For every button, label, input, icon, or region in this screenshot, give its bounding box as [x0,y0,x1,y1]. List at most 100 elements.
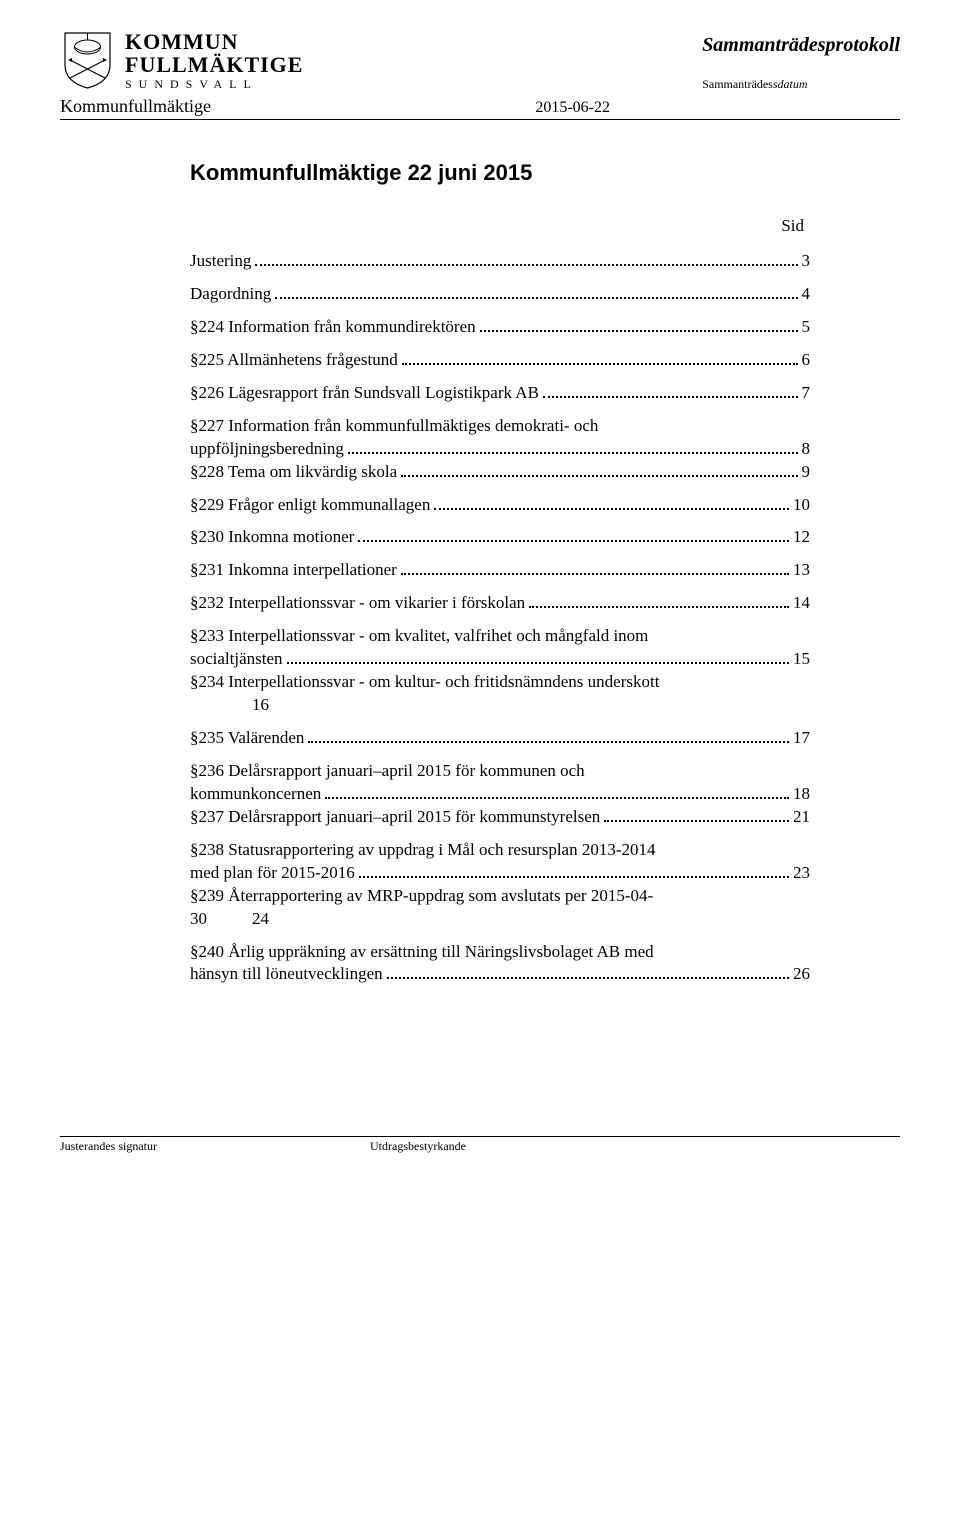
toc-leader [604,807,789,822]
toc-page: 4 [802,283,811,306]
toc-text: §236 Delårsrapport januari–april 2015 fö… [190,760,810,783]
toc-leader [387,964,789,979]
toc-text: §235 Valärenden [190,727,304,750]
toc-page: 12 [793,526,810,549]
toc-text: med plan för 2015-2016 [190,862,355,885]
toc-text: §225 Allmänhetens frågestund [190,349,398,372]
toc-text: kommunkoncernen [190,783,321,806]
header: KOMMUN FULLMÄKTIGE SUNDSVALL Sammanträde… [60,30,900,92]
sub-header: Kommunfullmäktige 2015-06-22 [60,96,900,120]
toc-leader [401,560,789,575]
toc-entry: Dagordning 4 [190,283,810,306]
toc-entry: §238 Statusrapportering av uppdrag i Mål… [190,839,810,885]
logo-line2: FULLMÄKTIGE [125,53,303,76]
toc-text: §224 Information från kommundirektören [190,316,476,339]
toc-entry: §228 Tema om likvärdig skola 9 [190,461,810,484]
toc-text: §230 Inkomna motioner [190,526,354,549]
protocol-title: Sammanträdesprotokoll [702,34,900,57]
document-title: Kommunfullmäktige 22 juni 2015 [190,160,810,186]
toc-text: §228 Tema om likvärdig skola [190,461,397,484]
toc-entry: §227 Information från kommunfullmäktiges… [190,415,810,461]
toc-entry: §235 Valärenden 17 [190,727,810,750]
date-label-plain: Sammanträdes [702,77,773,91]
toc-text: socialtjänsten [190,648,283,671]
toc-entry: §240 Årlig uppräkning av ersättning till… [190,941,810,987]
toc-page: 15 [793,648,810,671]
toc-leader [308,728,789,743]
toc-page: 3 [802,250,811,273]
table-of-contents: Justering 3 Dagordning 4 §224 Information fr… [190,250,810,986]
toc-entry: §229 Frågor enligt kommunallagen 10 [190,494,810,517]
crest-icon [60,30,115,90]
toc-entry: §224 Information från kommundirektören 5 [190,316,810,339]
toc-text: §234 Interpellationssvar - om kultur- oc… [190,671,810,694]
toc-text: 30 [190,908,252,931]
toc-text: §237 Delårsrapport januari–april 2015 fö… [190,806,600,829]
toc-leader [275,284,797,299]
sid-label: Sid [190,216,810,236]
toc-page: 17 [793,727,810,750]
header-right: Sammanträdesprotokoll Sammanträdessdatum [702,30,900,92]
footer-left: Justerandes signatur [60,1136,370,1154]
toc-entry: §232 Interpellationssvar - om vikarier i… [190,592,810,615]
toc-text: hänsyn till löneutvecklingen [190,963,383,986]
toc-leader [543,382,798,397]
toc-text: §239 Återrapportering av MRP-uppdrag som… [190,885,810,908]
toc-page: 24 [252,908,269,931]
content: Kommunfullmäktige 22 juni 2015 Sid Juste… [60,160,900,986]
toc-leader [402,350,798,365]
toc-leader [255,251,797,266]
toc-page: 13 [793,559,810,582]
toc-page: 5 [802,316,811,339]
toc-page: 9 [802,461,811,484]
toc-leader [287,649,789,664]
toc-text: §232 Interpellationssvar - om vikarier i… [190,592,525,615]
toc-text: Justering [190,250,251,273]
toc-text: §226 Lägesrapport från Sundsvall Logisti… [190,382,539,405]
toc-text: uppföljningsberedning [190,438,344,461]
toc-page: 21 [793,806,810,829]
date-label-italic: sdatum [773,77,808,91]
toc-leader [434,494,789,509]
toc-page: 26 [793,963,810,986]
toc-entry: §231 Inkomna interpellationer 13 [190,559,810,582]
logo-line1: KOMMUN [125,30,303,53]
toc-text: §231 Inkomna interpellationer [190,559,397,582]
meeting-date: 2015-06-22 [535,99,610,117]
toc-entry: §236 Delårsrapport januari–april 2015 fö… [190,760,810,806]
toc-leader [529,593,789,608]
body-name: Kommunfullmäktige [60,96,211,117]
toc-entry: §230 Inkomna motioner 12 [190,526,810,549]
toc-entry: Justering 3 [190,250,810,273]
toc-text: §233 Interpellationssvar - om kvalitet, … [190,625,810,648]
logo-block: KOMMUN FULLMÄKTIGE SUNDSVALL [60,30,303,91]
toc-page: 7 [802,382,811,405]
logo-line3: SUNDSVALL [125,78,303,91]
toc-text: Dagordning [190,283,271,306]
toc-page: 14 [793,592,810,615]
date-label: Sammanträdessdatum [702,77,900,92]
toc-leader [348,438,798,453]
toc-page: 23 [793,862,810,885]
toc-page: 18 [793,783,810,806]
toc-entry: §226 Lägesrapport från Sundsvall Logisti… [190,382,810,405]
toc-page: 6 [802,349,811,372]
toc-page: 8 [802,438,811,461]
toc-entry: §233 Interpellationssvar - om kvalitet, … [190,625,810,671]
toc-text: §238 Statusrapportering av uppdrag i Mål… [190,839,810,862]
toc-text: §229 Frågor enligt kommunallagen [190,494,430,517]
toc-entry: §234 Interpellationssvar - om kultur- oc… [190,671,810,717]
toc-text: 16 [190,694,810,717]
toc-leader [359,862,789,877]
toc-entry: §237 Delårsrapport januari–april 2015 fö… [190,806,810,829]
toc-entry: §225 Allmänhetens frågestund 6 [190,349,810,372]
footer: Justerandes signatur Utdragsbestyrkande [60,1136,900,1154]
toc-page: 10 [793,494,810,517]
footer-right: Utdragsbestyrkande [370,1136,900,1154]
toc-leader [480,317,798,332]
toc-leader [401,461,797,476]
toc-text: §240 Årlig uppräkning av ersättning till… [190,941,810,964]
toc-text: §227 Information från kommunfullmäktiges… [190,415,810,438]
document-page: KOMMUN FULLMÄKTIGE SUNDSVALL Sammanträde… [0,0,960,1194]
toc-entry: §239 Återrapportering av MRP-uppdrag som… [190,885,810,931]
